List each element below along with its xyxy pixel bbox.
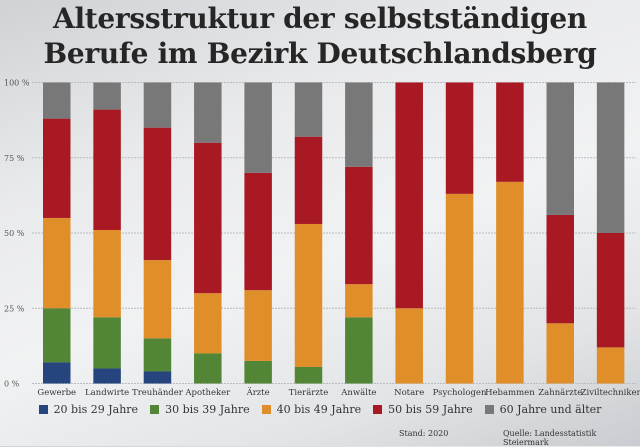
bar-segment: [294, 366, 323, 384]
bar-segment: [546, 323, 574, 384]
legend-label: 40 bis 49 Jahre: [276, 403, 362, 416]
legend: 20 bis 29 Jahre 30 bis 39 Jahre 40 bis 49 …: [0, 403, 640, 416]
legend-label: 60 Jahre und älter: [499, 403, 602, 416]
bar-segment: [143, 371, 172, 384]
bar-segment: [244, 360, 272, 384]
x-tick-label: Anwälte: [340, 388, 376, 398]
bar-segment: [546, 214, 574, 324]
bar-segment: [395, 82, 423, 309]
bar-segment: [194, 293, 222, 354]
bar-segment: [43, 82, 71, 119]
bar-segment: [345, 82, 373, 167]
bar-segment: [596, 233, 625, 348]
bar-segment: [244, 172, 272, 291]
legend-item: 20 bis 29 Jahre: [38, 403, 139, 416]
y-tick-label: 75 %: [4, 154, 25, 163]
legend-label: 20 bis 29 Jahre: [53, 403, 139, 416]
legend-item: 40 bis 49 Jahre: [261, 403, 362, 416]
bar-segment: [546, 82, 574, 215]
bar-segment: [143, 127, 172, 261]
y-tick-label: 100 %: [4, 79, 30, 88]
x-axis-ticks: Gewerbe Landwirte Treuhänder Apotheker Ärzte…: [37, 386, 640, 398]
bar-segment: [445, 193, 474, 384]
bar-segment: [294, 223, 323, 367]
bar-segment: [43, 118, 71, 218]
legend-swatch: [484, 405, 494, 414]
y-tick-label: 25 %: [4, 304, 25, 313]
bar-segment: [93, 317, 121, 369]
stand-note: Stand: 2020: [399, 429, 449, 438]
bar-segment: [93, 109, 121, 230]
legend-swatch: [150, 405, 160, 414]
bar-segment: [143, 338, 172, 372]
legend-label: 50 bis 59 Jahre: [388, 403, 473, 416]
y-tick-label: 50 %: [4, 229, 25, 238]
x-tick-label: Psychologen: [433, 388, 487, 398]
legend-item: 50 bis 59 Jahre: [373, 403, 473, 416]
y-axis-ticks: 0 % 25 % 50 % 75 % 100 %: [4, 79, 30, 389]
bar-segment: [345, 284, 373, 318]
x-tick-label: Gewerbe: [37, 388, 76, 398]
bar-segment: [345, 166, 373, 285]
bar-segment: [43, 362, 71, 384]
x-tick-label: Treuhänder: [132, 388, 184, 398]
bar-segment: [345, 317, 373, 384]
legend-swatch: [261, 405, 271, 414]
legend-item: 60 Jahre und älter: [484, 403, 602, 416]
legend-swatch: [38, 405, 48, 414]
bar-segment: [244, 290, 272, 361]
bar-segment: [496, 181, 524, 384]
bar-segment: [244, 82, 272, 173]
x-tick-label: Notare: [394, 388, 424, 398]
bars: [43, 82, 625, 384]
bar-segment: [596, 82, 625, 233]
source-note: Quelle: Landesstatistik Steiermark: [503, 429, 597, 447]
x-tick-label: Ziviltechniker: [581, 388, 640, 398]
bar-segment: [43, 308, 71, 363]
bar-segment: [294, 82, 323, 137]
bar-segment: [194, 142, 222, 294]
bar-segment: [194, 82, 222, 143]
bar-segment: [596, 347, 625, 384]
gridlines: [32, 82, 636, 384]
bar-segment: [43, 217, 71, 309]
x-tick-label: Hebammen: [485, 388, 535, 398]
x-tick-label: Tierärzte: [289, 388, 329, 398]
bar-segment: [93, 82, 121, 110]
bar-segment: [496, 82, 524, 182]
legend-label: 30 bis 39 Jahre: [165, 403, 250, 416]
legend-item: 30 bis 39 Jahre: [150, 403, 250, 416]
bar-segment: [93, 368, 121, 384]
chart-title-line-2: Berufe im Bezirk Deutschlandsberg: [43, 37, 597, 70]
bar-segment: [93, 229, 121, 318]
chart-title-line-1: Altersstruktur der selbstständigen: [53, 2, 587, 35]
y-tick-label: 0 %: [4, 380, 20, 389]
x-tick-label: Apotheker: [184, 388, 231, 398]
x-tick-label: Zahnärzte: [538, 388, 582, 398]
bar-segment: [294, 136, 323, 224]
bar-segment: [445, 82, 474, 194]
x-tick-label: Landwirte: [85, 388, 129, 398]
bar-segment: [143, 82, 172, 128]
legend-swatch: [373, 405, 383, 414]
x-tick-label: Ärzte: [246, 386, 270, 398]
bar-segment: [194, 353, 222, 384]
bar-segment: [143, 260, 172, 339]
bar-segment: [395, 308, 423, 384]
